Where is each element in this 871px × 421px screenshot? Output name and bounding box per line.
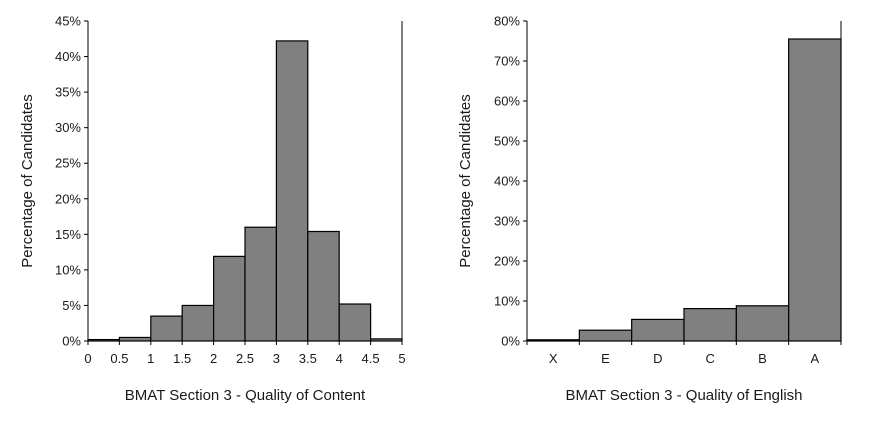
bar-2 bbox=[213, 255, 246, 342]
x-axis-title: BMAT Section 3 - Quality of Content bbox=[125, 387, 366, 404]
x-tick-label: D bbox=[653, 351, 662, 366]
x-tick-label: 3 bbox=[273, 351, 280, 366]
y-tick-label: 15% bbox=[55, 227, 81, 242]
y-tick-label: 25% bbox=[55, 156, 81, 171]
bar-E bbox=[578, 329, 633, 342]
bar-3.5 bbox=[307, 230, 340, 342]
x-tick-label: A bbox=[810, 351, 819, 366]
y-tick-label: 40% bbox=[55, 49, 81, 64]
bars bbox=[526, 38, 842, 342]
bar-1 bbox=[150, 315, 183, 342]
bar-C bbox=[683, 308, 737, 342]
bar-D bbox=[631, 318, 685, 342]
x-tick-label: 0 bbox=[84, 351, 91, 366]
y-tick-labels: 0% 5% 10% 15% 20% 25% 30% 35% 40% 45% bbox=[55, 14, 81, 349]
y-tick-label: 45% bbox=[55, 14, 81, 29]
chart-quality-of-english: 0% 10% 20% 30% 40% 50% 60% 70% 80% X E D C B A BMAT S… bbox=[457, 14, 842, 404]
x-tick-label: 3.5 bbox=[299, 351, 317, 366]
y-tick-label: 80% bbox=[494, 14, 520, 29]
y-tick-label: 30% bbox=[494, 214, 520, 229]
bar-B bbox=[735, 305, 790, 342]
axes bbox=[523, 20, 842, 345]
x-tick-label: 2 bbox=[210, 351, 217, 366]
x-tick-label: 4 bbox=[336, 351, 343, 366]
y-tick-label: 50% bbox=[494, 134, 520, 149]
y-tick-label: 70% bbox=[494, 54, 520, 69]
y-tick-label: 0% bbox=[501, 334, 520, 349]
y-axis-title: Percentage of Candidates bbox=[19, 94, 36, 267]
y-axis-title: Percentage of Candidates bbox=[457, 94, 474, 267]
y-tick-label: 40% bbox=[494, 174, 520, 189]
y-tick-label: 5% bbox=[62, 298, 81, 313]
x-tick-label: 0.5 bbox=[110, 351, 128, 366]
y-tick-label: 60% bbox=[494, 94, 520, 109]
x-tick-label: C bbox=[705, 351, 714, 366]
y-tick-label: 30% bbox=[55, 120, 81, 135]
x-tick-label: E bbox=[601, 351, 610, 366]
bar-3 bbox=[275, 40, 309, 342]
x-axis-title: BMAT Section 3 - Quality of English bbox=[565, 387, 802, 404]
bars bbox=[87, 40, 403, 342]
y-tick-label: 10% bbox=[55, 262, 81, 277]
axes bbox=[84, 20, 403, 345]
bar-1.5 bbox=[181, 304, 215, 342]
y-tick-label: 20% bbox=[494, 254, 520, 269]
x-tick-label: 4.5 bbox=[362, 351, 380, 366]
y-tick-label: 35% bbox=[55, 85, 81, 100]
x-tick-label: 5 bbox=[398, 351, 405, 366]
bar-0.5 bbox=[118, 336, 152, 342]
bar-4 bbox=[338, 303, 372, 342]
y-tick-label: 10% bbox=[494, 294, 520, 309]
bar-2.5 bbox=[244, 226, 277, 342]
x-tick-label: 2.5 bbox=[236, 351, 254, 366]
bar-A bbox=[788, 38, 842, 342]
x-tick-label: 1.5 bbox=[173, 351, 191, 366]
x-tick-label: X bbox=[549, 351, 558, 366]
y-tick-label: 20% bbox=[55, 191, 81, 206]
x-tick-label: 1 bbox=[147, 351, 154, 366]
x-tick-labels: 0 0.5 1 1.5 2 2.5 3 3.5 4 4.5 5 bbox=[84, 351, 405, 366]
y-tick-labels: 0% 10% 20% 30% 40% 50% 60% 70% 80% bbox=[494, 14, 520, 349]
x-tick-label: B bbox=[758, 351, 767, 366]
y-tick-label: 0% bbox=[62, 334, 81, 349]
chart-quality-of-content: 0% 5% 10% 15% 20% 25% 30% 35% 40% 45% 0 0.5 1 1.5 2 2.… bbox=[19, 14, 406, 405]
